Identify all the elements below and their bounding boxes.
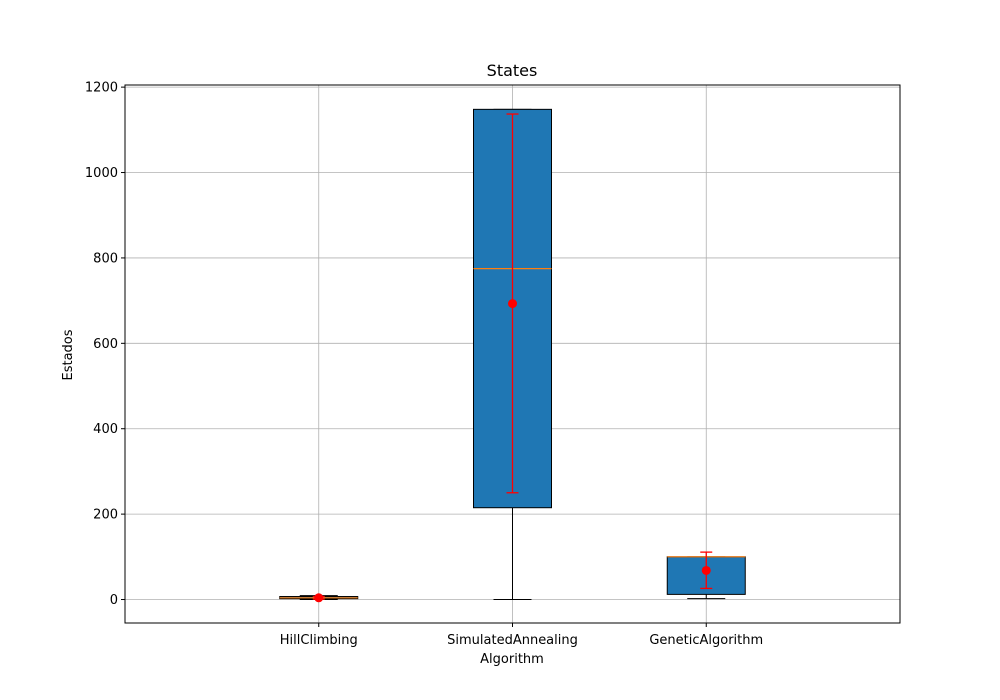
y-tick-label: 800	[93, 251, 118, 266]
x-tick-label: GeneticAlgorithm	[649, 633, 763, 648]
mean-point	[701, 565, 711, 575]
plot-frame	[124, 84, 901, 624]
y-tick-label: 600	[93, 337, 118, 352]
box-2	[666, 551, 746, 600]
y-axis-ticks: 0 200 400 600 800 1000 1200	[85, 81, 125, 608]
x-tick-label: SimulatedAnnealing	[447, 633, 578, 648]
y-tick-label: 1200	[85, 81, 118, 96]
x-axis-ticks: HillClimbing SimulatedAnnealing GeneticAlg…	[280, 623, 763, 648]
y-tick-label: 0	[110, 593, 118, 608]
y-axis-label: Estados	[61, 329, 76, 380]
chart-title: States	[487, 61, 538, 80]
y-tick-label: 400	[93, 422, 118, 437]
x-axis-label: Algorithm	[480, 652, 544, 667]
y-tick-label: 200	[93, 508, 118, 523]
mean-point	[314, 593, 324, 603]
mean-point	[508, 299, 517, 309]
box-series	[279, 108, 746, 603]
y-tick-label: 1000	[85, 166, 118, 181]
box-0	[279, 593, 359, 603]
x-tick-label: HillClimbing	[280, 633, 358, 648]
box-1	[473, 108, 552, 601]
